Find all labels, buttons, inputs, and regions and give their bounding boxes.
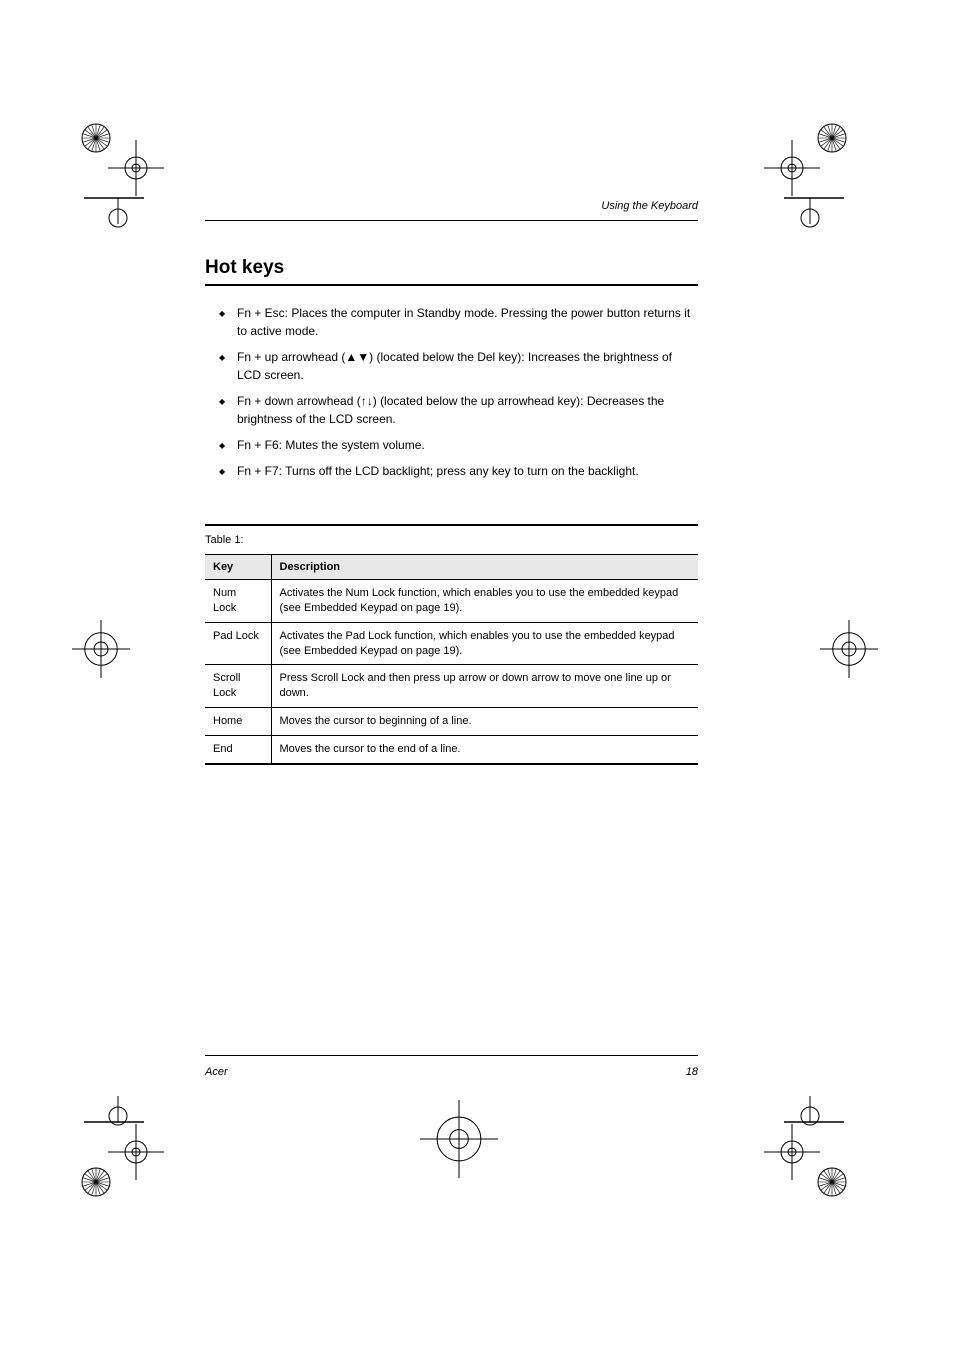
registration-mark-icon xyxy=(72,620,130,678)
col-header-desc: Description xyxy=(271,555,698,580)
cell-desc: Moves the cursor to beginning of a line. xyxy=(271,708,698,736)
page-number: 18 xyxy=(686,1066,698,1078)
cell-key: End xyxy=(205,735,271,762)
list-item: ◆ Fn + up arrowhead (▲▼) (located below … xyxy=(219,348,698,384)
table-row: EndMoves the cursor to the end of a line… xyxy=(205,735,698,762)
table-row: HomeMoves the cursor to beginning of a l… xyxy=(205,708,698,736)
table-row: Num LockActivates the Num Lock function,… xyxy=(205,580,698,623)
registration-mark-icon xyxy=(78,120,198,240)
list-item-text: Fn + down arrowhead (↑↓) (located below … xyxy=(237,392,698,428)
keys-table-wrap: Table 1: Key Description Num LockActivat… xyxy=(205,524,698,765)
cell-key: Scroll Lock xyxy=(205,665,271,708)
table-caption: Table 1: xyxy=(205,526,698,554)
list-item: ◆ Fn + F6: Mutes the system volume. xyxy=(219,436,698,454)
list-item-text: Fn + Esc: Places the computer in Standby… xyxy=(237,304,698,340)
cell-key: Home xyxy=(205,708,271,736)
keys-table: Key Description Num LockActivates the Nu… xyxy=(205,554,698,763)
section-title: Hot keys xyxy=(205,257,698,286)
table-row: Pad LockActivates the Pad Lock function,… xyxy=(205,622,698,665)
diamond-bullet-icon: ◆ xyxy=(219,462,237,480)
diamond-bullet-icon: ◆ xyxy=(219,392,237,428)
list-item: ◆ Fn + down arrowhead (↑↓) (located belo… xyxy=(219,392,698,428)
list-item: ◆ Fn + F7: Turns off the LCD backlight; … xyxy=(219,462,698,480)
list-item-text: Fn + up arrowhead (▲▼) (located below th… xyxy=(237,348,698,384)
registration-mark-icon xyxy=(820,620,878,678)
diamond-bullet-icon: ◆ xyxy=(219,436,237,454)
list-item-text: Fn + F7: Turns off the LCD backlight; pr… xyxy=(237,462,698,480)
running-header: Using the Keyboard xyxy=(205,200,698,221)
page-footer: Acer 18 xyxy=(205,1055,698,1078)
table-row: Scroll LockPress Scroll Lock and then pr… xyxy=(205,665,698,708)
cell-key: Num Lock xyxy=(205,580,271,623)
registration-mark-icon xyxy=(78,1080,198,1200)
cell-desc: Activates the Num Lock function, which e… xyxy=(271,580,698,623)
list-item-text: Fn + F6: Mutes the system volume. xyxy=(237,436,698,454)
hotkeys-list: ◆ Fn + Esc: Places the computer in Stand… xyxy=(219,304,698,480)
diamond-bullet-icon: ◆ xyxy=(219,348,237,384)
registration-mark-icon xyxy=(730,120,850,240)
cell-desc: Activates the Pad Lock function, which e… xyxy=(271,622,698,665)
registration-mark-icon xyxy=(420,1100,498,1178)
cell-desc: Press Scroll Lock and then press up arro… xyxy=(271,665,698,708)
diamond-bullet-icon: ◆ xyxy=(219,304,237,340)
cell-desc: Moves the cursor to the end of a line. xyxy=(271,735,698,762)
col-header-key: Key xyxy=(205,555,271,580)
registration-mark-icon xyxy=(730,1080,850,1200)
list-item: ◆ Fn + Esc: Places the computer in Stand… xyxy=(219,304,698,340)
cell-key: Pad Lock xyxy=(205,622,271,665)
footer-brand: Acer xyxy=(205,1066,228,1078)
